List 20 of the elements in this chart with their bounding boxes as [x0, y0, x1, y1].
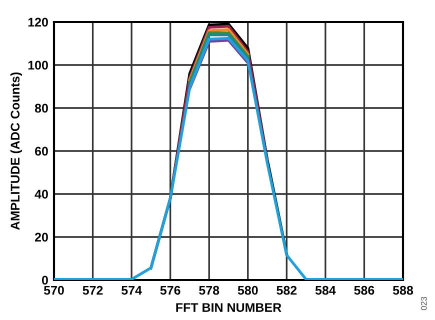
x-tick-label: 570	[44, 286, 64, 295]
x-tick-label: 578	[199, 286, 220, 295]
y-tick-label: 40	[34, 190, 48, 199]
x-tick-label: 572	[82, 286, 103, 295]
x-tick-label: 588	[392, 286, 414, 295]
x-tick-label: 574	[122, 286, 142, 295]
x-tick-label: 586	[354, 286, 374, 295]
y-tick-label: 60	[35, 146, 48, 156]
text: 023	[420, 296, 427, 310]
x-tick-label: 582	[276, 286, 297, 295]
y-tick-label: 80	[34, 104, 48, 113]
x-tick-label: 576	[160, 286, 180, 295]
y-tick-label: 0	[42, 276, 48, 285]
y-axis-title: AMPLITUDE (ADC Counts)	[10, 72, 22, 230]
x-tick-label: 580	[238, 286, 258, 295]
y-tick-label: 100	[28, 60, 48, 70]
x-axis-title: FFT BIN NUMBER	[176, 303, 282, 312]
y-tick-label: 20	[34, 232, 48, 242]
y-tick-label: 120	[28, 18, 48, 27]
x-tick-label: 584	[315, 286, 336, 295]
